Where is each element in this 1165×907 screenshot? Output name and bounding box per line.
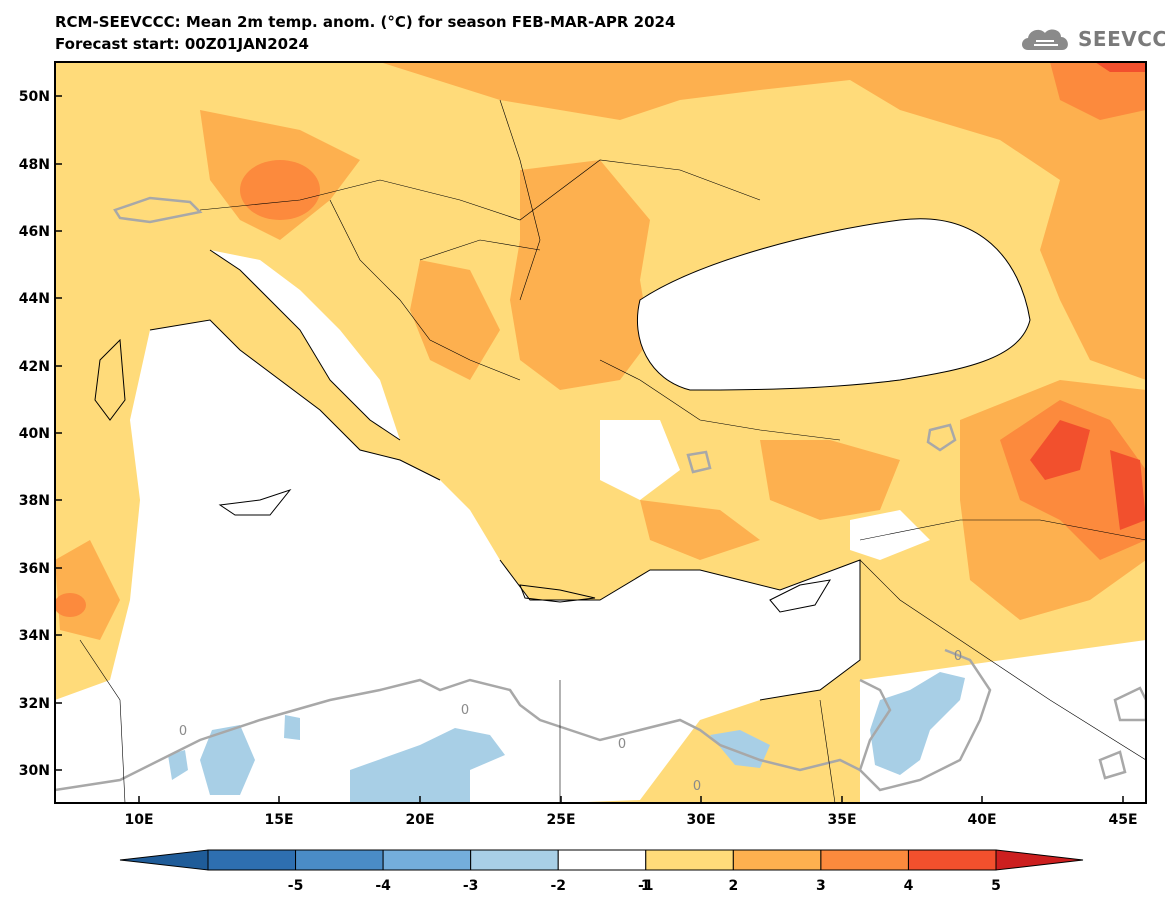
lat-tick-label: 50N: [19, 89, 50, 105]
country-borders: [79, 99, 1146, 803]
lon-tick-label: 20E: [405, 812, 434, 828]
lat-tick-label: 30N: [19, 763, 50, 779]
lat-tick-label: 48N: [19, 157, 50, 173]
contour-label: 0: [461, 703, 469, 718]
colorbar-segment: [820, 849, 909, 871]
anomaly-field-neg-1-2: [168, 672, 965, 803]
contour-label: 0: [693, 779, 701, 794]
lon-tick-label: 40E: [967, 812, 996, 828]
lon-tick-label: 30E: [686, 812, 715, 828]
colorbar-label: 5: [991, 878, 1001, 894]
colorbar-label: 2: [728, 878, 738, 894]
anomaly-field-3-4: [55, 62, 1146, 617]
map-area: [55, 62, 1146, 803]
colorbar-label: -2: [550, 878, 566, 894]
map-title: RCM-SEEVCCC: Mean 2m temp. anom. (°C) fo…: [55, 13, 676, 31]
colorbar-label: -3: [463, 878, 479, 894]
anomaly-field-4-5: [1030, 62, 1146, 530]
zero-contours: [55, 196, 1146, 792]
colorbar-segment: [732, 849, 822, 871]
colorbar: -5 -4 -3 -2 -11 2 3 4 5: [119, 849, 1084, 894]
colorbar-segment: [382, 849, 472, 871]
colorbar-segment: [207, 849, 297, 871]
contour-label: 0: [954, 649, 962, 664]
lat-tick-label: 40N: [19, 426, 50, 442]
contour-label: 0: [179, 724, 187, 739]
seevccc-logo: SEEVCCC: [1018, 22, 1165, 58]
colorbar-segment: [645, 849, 734, 871]
colorbar-segment: [557, 849, 647, 871]
contour-label: 0: [618, 737, 626, 752]
longitude-axis: 10E 15E 20E 25E 30E 35E 40E 45E: [124, 796, 1138, 828]
latitude-axis: 50N 48N 46N 44N 42N 40N 38N 36N 34N 32N 30N: [19, 89, 62, 779]
lat-tick-label: 36N: [19, 561, 50, 577]
lon-tick-label: 25E: [546, 812, 575, 828]
contour-label-group: 0 0 0 0 0: [179, 649, 962, 794]
colorbar-segment: [295, 849, 384, 871]
colorbar-label: 4: [904, 878, 914, 894]
colorbar-left-triangle: [119, 849, 209, 871]
colorbar-segment: [470, 849, 559, 871]
lon-tick-label: 35E: [827, 812, 856, 828]
lon-tick-label: 15E: [264, 812, 293, 828]
coastlines: [94, 218, 1031, 701]
lat-tick-label: 46N: [19, 224, 50, 240]
lat-tick-label: 42N: [19, 359, 50, 375]
lat-tick-label: 34N: [19, 628, 50, 644]
lat-tick-label: 32N: [19, 696, 50, 712]
forecast-start-label: Forecast start: 00Z01JAN2024: [55, 35, 309, 53]
lat-tick-label: 38N: [19, 493, 50, 509]
colorbar-label: 1: [641, 878, 651, 894]
logo-text: SEEVCCC: [1078, 27, 1165, 51]
colorbar-label: -5: [288, 878, 304, 894]
lon-tick-label: 45E: [1108, 812, 1137, 828]
colorbar-label: -1: [638, 878, 654, 894]
colorbar-right-triangle: [995, 849, 1084, 871]
lat-tick-label: 44N: [19, 291, 50, 307]
colorbar-label: -4: [375, 878, 391, 894]
cloud-icon: [1022, 29, 1068, 50]
lon-tick-label: 10E: [124, 812, 153, 828]
colorbar-label: 3: [816, 878, 826, 894]
colorbar-segment: [907, 849, 997, 871]
